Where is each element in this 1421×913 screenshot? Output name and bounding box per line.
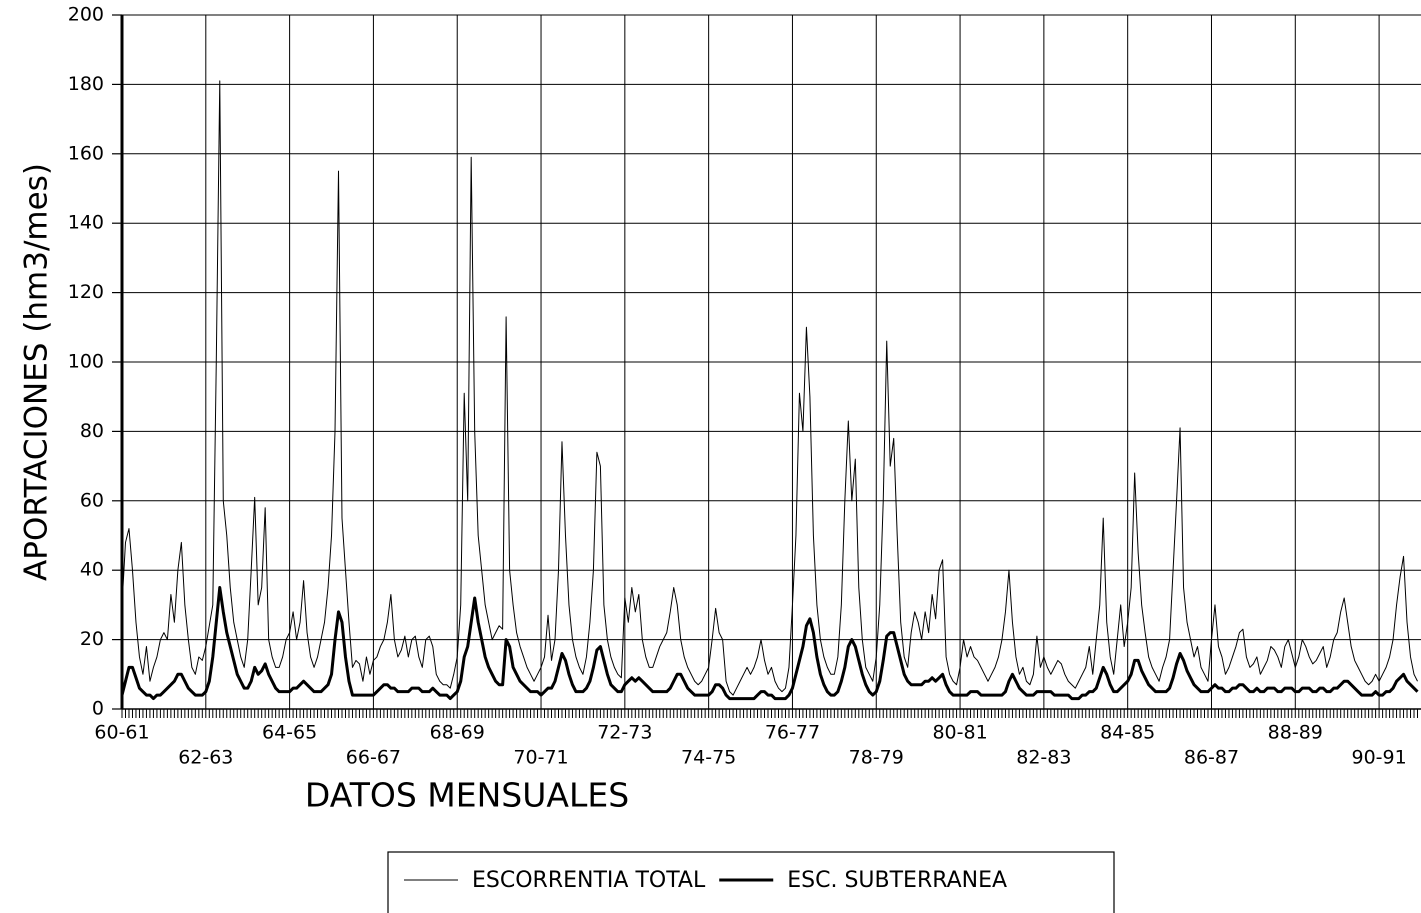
- x-tick-label: 66-67: [346, 747, 401, 769]
- x-tick-label: 78-79: [849, 747, 904, 769]
- x-tick-label: 62-63: [178, 747, 233, 769]
- x-tick-label: 86-87: [1184, 747, 1239, 769]
- x-tick-label: 64-65: [262, 722, 317, 744]
- y-tick-label: 200: [68, 4, 104, 26]
- y-tick-label: 160: [68, 142, 104, 164]
- y-tick-label: 120: [68, 281, 104, 303]
- y-tick-label: 20: [80, 628, 104, 650]
- x-tick-label: 84-85: [1100, 722, 1155, 744]
- x-tick-label: 88-89: [1268, 722, 1323, 744]
- x-tick-label: 72-73: [597, 722, 652, 744]
- y-tick-label: 140: [68, 212, 104, 234]
- y-axis-title: APORTACIONES (hm3/mes): [19, 163, 55, 581]
- y-tick-label: 100: [68, 351, 104, 373]
- x-tick-label: 70-71: [513, 747, 568, 769]
- x-tick-label: 76-77: [765, 722, 820, 744]
- series-line: [120, 586, 1419, 701]
- y-tick-label: 40: [80, 559, 104, 581]
- x-tick-label: 82-83: [1016, 747, 1071, 769]
- legend-box: [387, 851, 1115, 913]
- legend-label: ESCORRENTIA TOTAL: [472, 868, 706, 893]
- x-tick-label: 90-91: [1351, 747, 1406, 769]
- series-line: [121, 80, 1418, 696]
- x-tick-label: 68-69: [430, 722, 485, 744]
- y-tick-label: 60: [80, 489, 104, 511]
- x-tick-label: 60-61: [94, 722, 149, 744]
- x-axis-title: DATOS MENSUALES: [305, 776, 629, 815]
- legend-label: ESC. SUBTERRANEA: [787, 868, 1007, 893]
- x-tick-label: 74-75: [681, 747, 736, 769]
- y-tick-label: 180: [68, 73, 104, 95]
- x-tick-label: 80-81: [932, 722, 987, 744]
- y-tick-label: 80: [80, 420, 104, 442]
- y-tick-label: 0: [92, 698, 104, 720]
